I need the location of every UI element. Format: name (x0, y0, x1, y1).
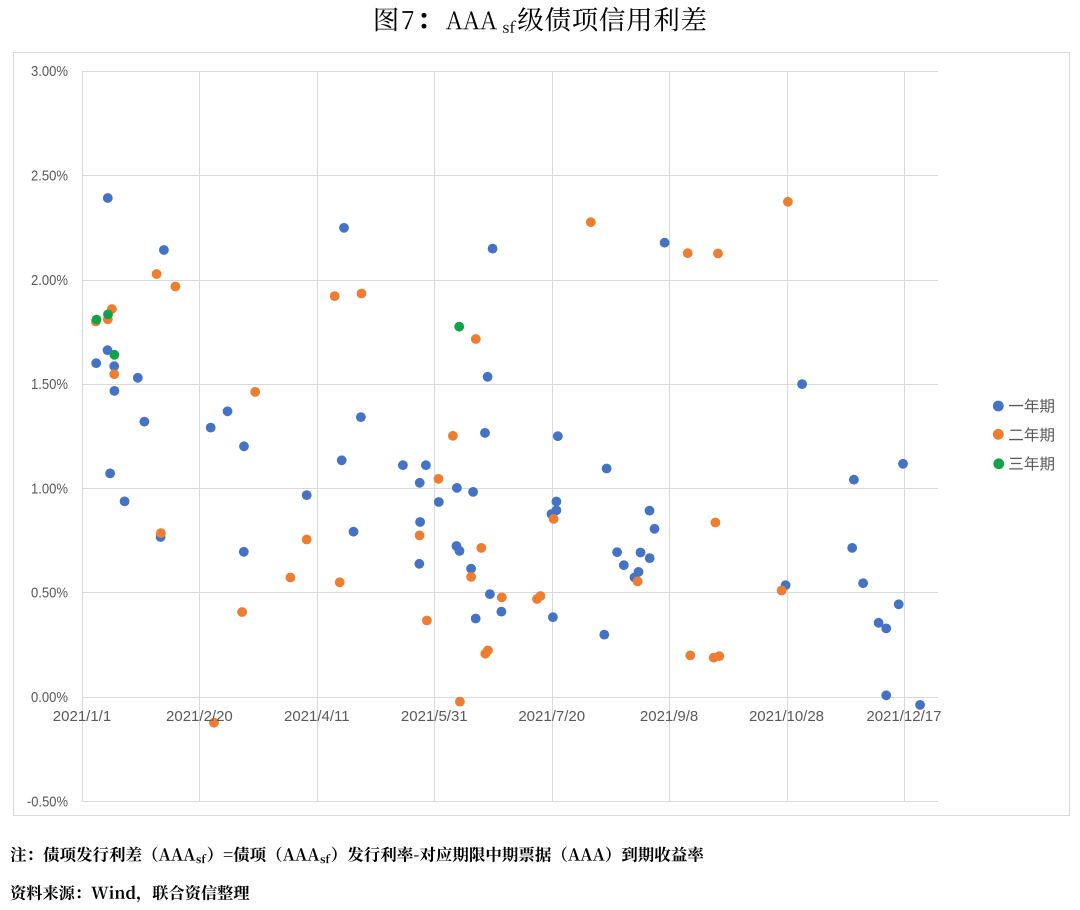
svg-text:2021/2/20: 2021/2/20 (166, 708, 233, 725)
svg-text:3.00%: 3.00% (31, 63, 68, 80)
svg-text:0.00%: 0.00% (31, 689, 68, 706)
svg-text:2021/12/17: 2021/12/17 (866, 708, 941, 725)
svg-text:2021/1/1: 2021/1/1 (53, 708, 111, 725)
svg-text:2.50%: 2.50% (31, 168, 68, 185)
svg-text:1.50%: 1.50% (31, 376, 68, 393)
svg-text:2021/7/20: 2021/7/20 (518, 708, 585, 725)
svg-text:2021/4/11: 2021/4/11 (284, 708, 350, 725)
svg-text:2021/5/31: 2021/5/31 (401, 708, 468, 725)
svg-text:-0.50%: -0.50% (27, 793, 68, 810)
svg-text:2021/9/8: 2021/9/8 (640, 708, 698, 725)
svg-text:2021/10/28: 2021/10/28 (749, 708, 824, 725)
svg-text:1.00%: 1.00% (31, 480, 68, 497)
svg-text:2.00%: 2.00% (31, 272, 68, 289)
svg-text:0.50%: 0.50% (31, 585, 68, 602)
